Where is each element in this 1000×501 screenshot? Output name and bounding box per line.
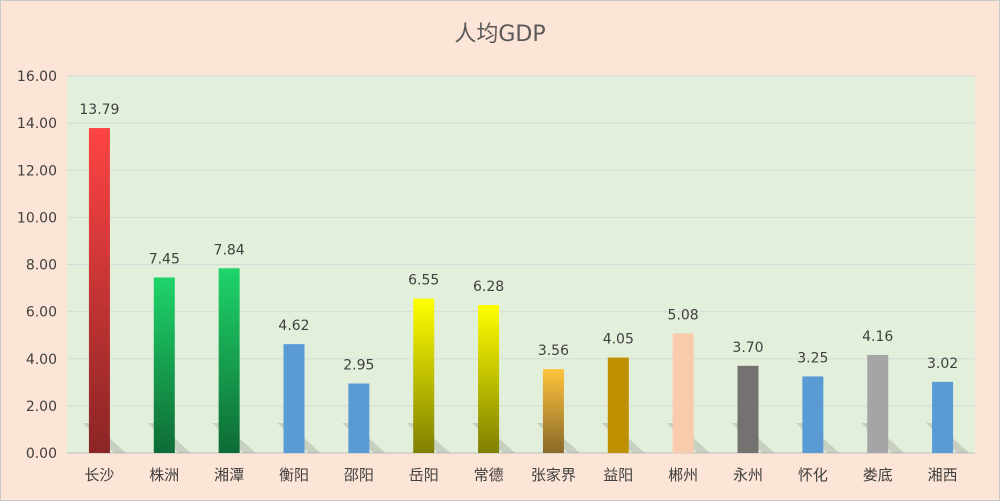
bar-益阳 (607, 357, 629, 453)
data-label: 5.08 (668, 307, 699, 323)
y-tick-label: 12.00 (17, 163, 57, 179)
x-category-label: 娄底 (863, 466, 893, 484)
data-label: 3.25 (797, 350, 828, 366)
data-labels: 13.79 7.45 7.84 4.62 2.95 6.55 6.28 3.56 4.05 5.0… (79, 102, 958, 373)
y-tick-label: 8.00 (26, 258, 57, 274)
x-category-label: 湘潭 (214, 466, 244, 484)
data-label: 4.16 (862, 329, 893, 345)
gridlines (67, 75, 975, 454)
y-tick-label: 6.00 (26, 305, 57, 321)
y-axis-ticks: 0.00 2.00 4.00 6.00 8.00 10.00 12.00 14.00 16.00 (17, 69, 57, 462)
data-label: 4.62 (278, 318, 309, 334)
x-category-label: 衡阳 (279, 466, 309, 484)
bar-长沙 (88, 128, 110, 453)
bar-湘潭 (218, 268, 240, 453)
x-category-label: 岳阳 (409, 466, 439, 484)
x-category-label: 益阳 (603, 466, 633, 484)
y-tick-label: 16.00 (17, 69, 57, 85)
y-tick-label: 0.00 (26, 446, 57, 462)
x-category-label: 长沙 (84, 466, 114, 484)
x-category-label: 邵阳 (344, 466, 374, 484)
y-tick-label: 14.00 (17, 116, 57, 132)
bar-张家界 (542, 369, 564, 453)
x-category-label: 怀化 (798, 466, 828, 484)
x-category-label: 株洲 (149, 466, 179, 484)
bar-怀化 (802, 376, 824, 453)
x-category-label: 郴州 (668, 466, 698, 484)
data-label: 7.84 (214, 242, 245, 258)
y-tick-label: 10.00 (17, 210, 57, 226)
x-category-label: 永州 (733, 466, 763, 484)
bar-永州 (737, 365, 759, 453)
bar-郴州 (672, 333, 694, 453)
bar-株洲 (153, 277, 175, 453)
data-label: 7.45 (149, 251, 180, 267)
data-label: 3.02 (927, 356, 958, 372)
bar-娄底 (867, 354, 889, 453)
x-category-label: 张家界 (531, 466, 576, 484)
data-label: 13.79 (79, 102, 119, 118)
data-label: 3.56 (538, 343, 569, 359)
bar-衡阳 (283, 344, 305, 453)
x-axis-categories: 长沙 株洲 湘潭 衡阳 邵阳 岳阳 常德 张家界 益阳 郴州 永州 怀化 娄底 湘西 (84, 466, 957, 484)
data-label: 6.28 (473, 279, 504, 295)
bar-邵阳 (348, 383, 370, 453)
data-label: 6.55 (408, 273, 439, 289)
chart-title: 人均GDP (454, 22, 546, 47)
bar-常德 (478, 305, 500, 453)
data-label: 3.70 (732, 340, 763, 356)
data-label: 4.05 (603, 332, 634, 348)
x-category-label: 湘西 (928, 466, 958, 484)
data-label: 2.95 (343, 357, 374, 373)
bar-岳阳 (413, 298, 435, 453)
x-category-label: 常德 (474, 466, 504, 484)
bar-湘西 (932, 381, 954, 453)
bars (88, 128, 954, 453)
y-tick-label: 4.00 (26, 352, 57, 368)
y-tick-label: 2.00 (26, 399, 57, 415)
